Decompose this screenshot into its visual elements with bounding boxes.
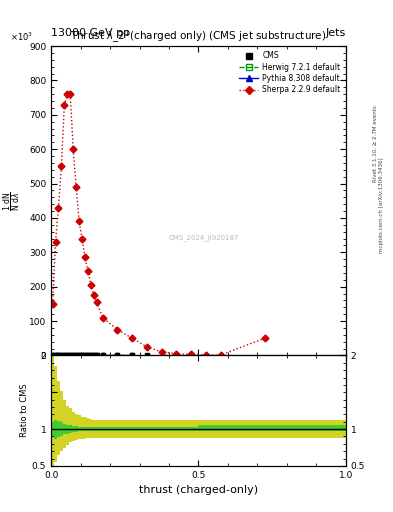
Text: Jets: Jets xyxy=(325,28,346,38)
Text: 13000 GeV pp: 13000 GeV pp xyxy=(51,28,130,38)
Text: CMS_2024_JI920187: CMS_2024_JI920187 xyxy=(169,234,240,241)
Title: Thrust $\lambda\_2^1$(charged only) (CMS jet substructure): Thrust $\lambda\_2^1$(charged only) (CMS… xyxy=(70,29,327,46)
Text: mcplots.cern.ch [arXiv:1306.3436]: mcplots.cern.ch [arXiv:1306.3436] xyxy=(379,157,384,252)
Y-axis label: $\frac{1}{\mathrm{N}}\frac{\mathrm{d}\mathrm{N}}{\mathrm{d}\lambda}$: $\frac{1}{\mathrm{N}}\frac{\mathrm{d}\ma… xyxy=(2,191,24,211)
Text: Rivet 3.1.10, ≥ 2.7M events: Rivet 3.1.10, ≥ 2.7M events xyxy=(373,105,378,182)
Legend: CMS, Herwig 7.2.1 default, Pythia 8.308 default, Sherpa 2.2.9 default: CMS, Herwig 7.2.1 default, Pythia 8.308 … xyxy=(238,50,342,96)
X-axis label: thrust (charged-only): thrust (charged-only) xyxy=(139,485,258,495)
Y-axis label: Ratio to CMS: Ratio to CMS xyxy=(20,384,29,437)
Text: $\times 10^{3}$: $\times 10^{3}$ xyxy=(10,31,33,43)
